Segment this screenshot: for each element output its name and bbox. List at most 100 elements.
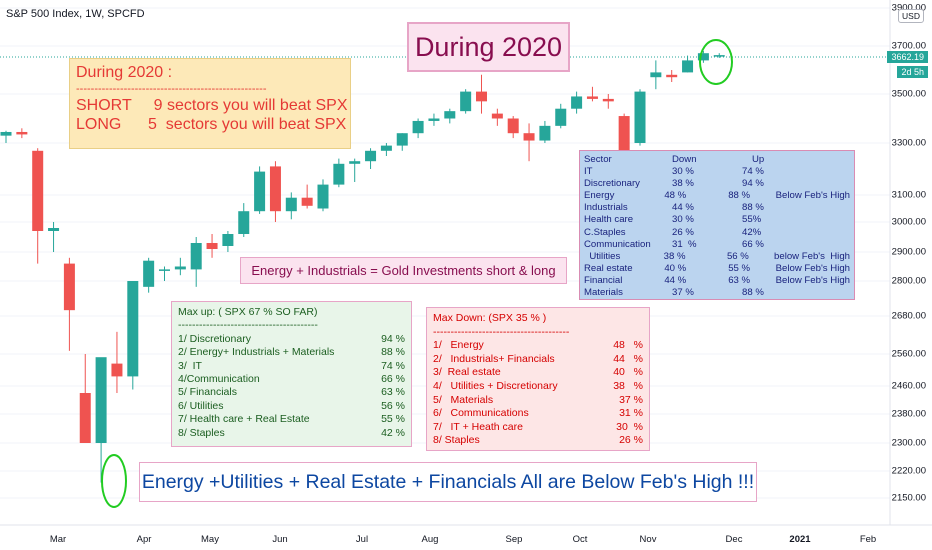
time-label: Aug (421, 534, 439, 545)
max-up-rows: 1/ Discretionary 94 % 2/ Energy+ Industria… (178, 333, 405, 440)
energy-text: Energy + Industrials = Gold Investments … (251, 263, 556, 278)
max-down-value: 26 % (619, 434, 643, 447)
max-down-row: 4/ Utilities + Discretionary 38 % (433, 380, 643, 394)
max-down-label: 5/ Materials (433, 393, 494, 406)
sector-up: 66 % (742, 238, 764, 250)
candle-body (32, 150, 44, 231)
max-up-value: 42 % (381, 426, 405, 439)
summary-title: During 2020 : (76, 64, 173, 81)
sector-down: 31 % (672, 238, 697, 250)
candle-body (444, 111, 456, 119)
sector-row: Real estate 40 % 55 % Below Feb's High (584, 263, 850, 275)
candle-body (539, 125, 551, 141)
candle-body (682, 60, 694, 73)
sector-down: 30 % (672, 214, 694, 226)
max-up-value: 74 % (381, 359, 405, 372)
candle-body (79, 393, 91, 443)
sector-row: Industrials 44 % 88 % (584, 202, 850, 214)
sector-up: 94 % (742, 178, 764, 190)
price-label: 2220.00 (891, 465, 926, 477)
sector-down: 44 % (664, 274, 687, 286)
bottom-annotation: Energy +Utilities + Real Estate + Financ… (139, 462, 757, 502)
price-label: 3100.00 (891, 189, 926, 201)
time-label: Nov (639, 534, 657, 545)
max-down-value: 38 % (613, 379, 643, 392)
max-down-row: 7/ IT + Heath care 30 % (433, 421, 643, 435)
candle-body (586, 96, 598, 99)
sector-down: 37 % (672, 287, 694, 299)
sector-rows: IT 30 % 74 % Discretionary 38 % 94 % Energy 48 … (584, 166, 850, 299)
candle-body (460, 91, 472, 112)
max-down-label: 3/ Real estate (433, 366, 501, 379)
sector-row: C.Staples 26 % 42% (584, 227, 850, 239)
title-annotation: During 2020 (407, 22, 570, 72)
candle-body (159, 269, 170, 271)
energy-annotation: Energy + Industrials = Gold Investments … (240, 257, 567, 284)
candle-body (63, 263, 75, 311)
sector-down: 44 % (672, 202, 694, 214)
max-up-value: 63 % (381, 386, 405, 399)
sector-name: Materials (584, 287, 623, 299)
sector-table: Sector Down Up IT 30 % 74 % Discretionary 38… (579, 150, 855, 300)
price-label: 3700.00 (891, 40, 926, 52)
max-up-label: 5/ Financials (178, 386, 237, 399)
col-header: Sector (584, 154, 612, 165)
max-up-label: 1/ Discretionary (178, 332, 251, 345)
candle-body (238, 211, 250, 234)
time-label: Sep (505, 534, 523, 545)
candle-body (713, 55, 725, 57)
max-down-value: 30 % (616, 420, 643, 433)
symbol-header: S&P 500 Index, 1W, SPCFD (6, 8, 145, 20)
sector-note: Below Feb's High (775, 274, 850, 286)
max-up-label: 6/ Utilities (178, 399, 224, 412)
sector-row: Energy 48 % 88 % Below Feb's High (584, 190, 850, 202)
price-label: 2300.00 (891, 437, 926, 449)
sector-row: Health care 30 % 55% (584, 214, 850, 226)
countdown-tag: 2d 5h (897, 66, 928, 78)
sector-note: Below Feb's High (775, 190, 850, 202)
max-down-rows: 1/ Energy 48 % 2/ Industrials+ Financials 4… (433, 339, 643, 448)
sector-name: Discretionary (584, 178, 640, 190)
max-down-row: 6/ Communications 31 % (433, 407, 643, 421)
sector-row: Financial 44 % 63 % Below Feb's High (584, 275, 850, 287)
max-up-box: Max up: ( SPX 67 % SO FAR) -------------… (171, 301, 412, 447)
candle-body (222, 234, 234, 246)
price-label: 2460.00 (891, 380, 926, 392)
max-up-value: 66 % (381, 373, 405, 386)
time-label: Dec (725, 534, 743, 545)
sector-down: 38 % (672, 178, 694, 190)
max-down-dashes: --------------------------------------- (433, 325, 570, 338)
sector-up: 42% (742, 226, 762, 238)
max-down-row: 1/ Energy 48 % (433, 339, 643, 353)
max-up-row: 8/ Staples 42 % (178, 427, 405, 440)
max-up-title: Max up: ( SPX 67 % SO FAR) (178, 306, 318, 318)
max-up-row: 4/Communication 66 % (178, 373, 405, 386)
max-down-row: 3/ Real estate 40 % (433, 366, 643, 380)
price-label: 2560.00 (891, 348, 926, 360)
max-up-dashes: ---------------------------------------- (178, 319, 318, 332)
max-down-row: 8/ Staples 26 % (433, 434, 643, 448)
candle-body (16, 131, 28, 135)
candle-body (254, 171, 266, 212)
price-label: 2150.00 (891, 492, 926, 504)
candle-body (111, 363, 123, 377)
candle-body (206, 243, 218, 249)
max-up-value: 55 % (381, 413, 405, 426)
max-up-value: 88 % (381, 346, 405, 359)
candle-body (412, 120, 424, 134)
currency-badge[interactable]: USD (898, 9, 924, 23)
price-label: 2380.00 (891, 408, 926, 420)
candle-body (95, 357, 107, 443)
summary-short: SHORT 9 sectors you will beat SPX (76, 97, 348, 114)
max-up-row: 6/ Utilities 56 % (178, 400, 405, 413)
low-highlight-circle (101, 454, 127, 508)
sector-name: Real estate (584, 262, 633, 274)
time-label: Feb (859, 534, 877, 545)
sector-note: Below Feb's High (775, 262, 850, 274)
candle-body (301, 197, 313, 206)
max-down-value: 31 % (619, 407, 643, 420)
sector-up: 63 % (728, 274, 751, 286)
sector-note: below Feb's High (774, 250, 850, 262)
candle-body (174, 266, 186, 270)
sector-up: 55% (742, 214, 762, 226)
